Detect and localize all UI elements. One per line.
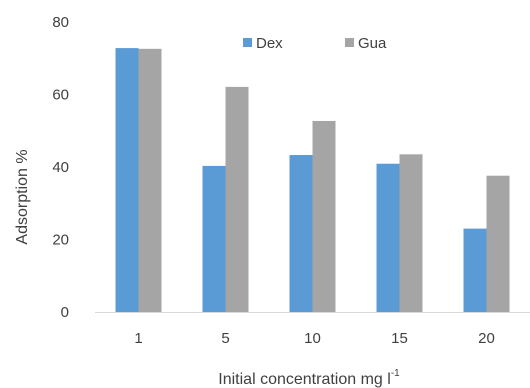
bar-gua-15 [399,154,423,312]
x-tick-label: 1 [134,330,142,347]
legend: Dex Gua [243,35,387,52]
legend-swatch-dex [243,38,252,47]
y-tick-labels: 0 20 40 60 80 [52,14,69,321]
bar-dex-15 [376,163,400,312]
bar-dex-5 [202,165,226,312]
x-tick-label: 20 [478,330,495,347]
bar-gua-10 [312,120,336,313]
bars-layer [115,48,510,313]
y-tick-label: 80 [52,14,69,31]
legend-swatch-gua [345,38,354,47]
x-axis-title-base: Initial concentration mg l [218,371,391,388]
x-tick-label: 5 [221,330,229,347]
bar-dex-10 [289,155,313,312]
x-axis-title-superscript: -1 [391,368,400,379]
x-tick-label: 15 [391,330,408,347]
y-tick-label: 20 [52,232,69,249]
bar-gua-5 [225,86,249,312]
bar-dex-1 [115,48,139,312]
x-tick-labels: 1 5 10 15 20 [134,330,495,347]
bar-gua-20 [486,175,510,312]
y-tick-label: 40 [52,159,69,176]
x-axis-title: Initial concentration mg l-1 [218,368,400,388]
bar-dex-20 [463,228,487,312]
legend-label-gua: Gua [358,35,387,52]
y-axis-title: Adsorption % [14,149,31,244]
bar-gua-1 [138,48,162,312]
legend-label-dex: Dex [256,35,283,52]
y-tick-label: 0 [61,304,69,321]
x-tick-label: 10 [304,330,321,347]
y-tick-label: 60 [52,87,69,104]
